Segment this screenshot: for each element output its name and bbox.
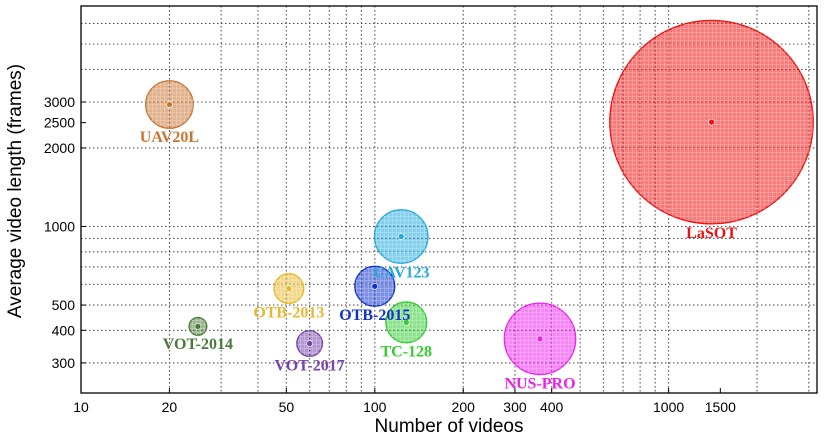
bubbles [145, 19, 814, 376]
bubble-label: OTB-2015 [339, 307, 410, 324]
y-tick-label: 300 [52, 355, 76, 371]
x-tick-label: 10 [73, 399, 89, 415]
bubble-center-dot [371, 282, 379, 290]
bubble-uav20l [145, 80, 194, 129]
bubble-nus-pro [503, 302, 577, 376]
bubble-center-dot [194, 323, 202, 330]
bubble-label: LaSOT [686, 225, 737, 242]
bubble-otb-2013 [273, 273, 305, 305]
bubble-center-dot [536, 335, 544, 343]
bubble-center-dot [166, 101, 173, 108]
bubble-label: UAV123 [373, 264, 430, 281]
y-axis-label: Average video length (frames) [5, 64, 26, 318]
x-tick-label: 300 [503, 399, 527, 415]
x-tick-label: 100 [363, 399, 387, 415]
x-tick-label: 400 [540, 399, 564, 415]
bubble-label: VOT-2017 [275, 357, 345, 374]
y-tick-label: 1000 [44, 218, 75, 234]
bubble-tc-128 [385, 301, 428, 344]
bubble-center-dot [397, 233, 405, 240]
bubble-label: UAV20L [140, 129, 199, 146]
x-tick-label: 50 [279, 399, 295, 415]
bubble-vot-2017 [296, 329, 324, 358]
y-tick-label: 500 [52, 297, 76, 313]
y-tick-label: 2500 [44, 115, 75, 131]
x-axis-ticks: 10 20 50 100 200 300 400 1000 1500 [73, 388, 736, 415]
bubble-label: TC-128 [381, 344, 433, 361]
bubble-otb-2015 [354, 265, 396, 307]
bubble-uav123 [373, 209, 429, 264]
bubble-center-dot [708, 118, 715, 126]
bubble-labels: UAV20L LaSOT UAV123 OTB-2015 OTB-2013 TC-128 V… [140, 129, 737, 392]
y-tick-label: 3000 [44, 94, 75, 110]
x-tick-label: 1000 [653, 399, 684, 415]
x-axis-label: Number of videos [375, 416, 524, 437]
plot-frame [80, 5, 818, 394]
bubble-center-dot [402, 319, 410, 326]
x-tick-label: 20 [162, 399, 178, 415]
x-tick-label: 1500 [705, 399, 736, 415]
y-axis-ticks: 300 400 500 1000 2000 2500 3000 [44, 94, 86, 371]
bubble-center-dot [306, 340, 313, 347]
bubble-label: OTB-2013 [253, 304, 324, 321]
y-tick-label: 400 [52, 322, 76, 338]
bubble-center-dot [285, 285, 293, 292]
bubble-vot-2014 [188, 316, 208, 336]
x-tick-label: 200 [452, 399, 476, 415]
bubble-lasot [609, 19, 814, 225]
y-tick-label: 2000 [44, 140, 75, 156]
bubble-label: NUS-PRO [504, 375, 575, 392]
bubble-label: VOT-2014 [163, 336, 233, 353]
